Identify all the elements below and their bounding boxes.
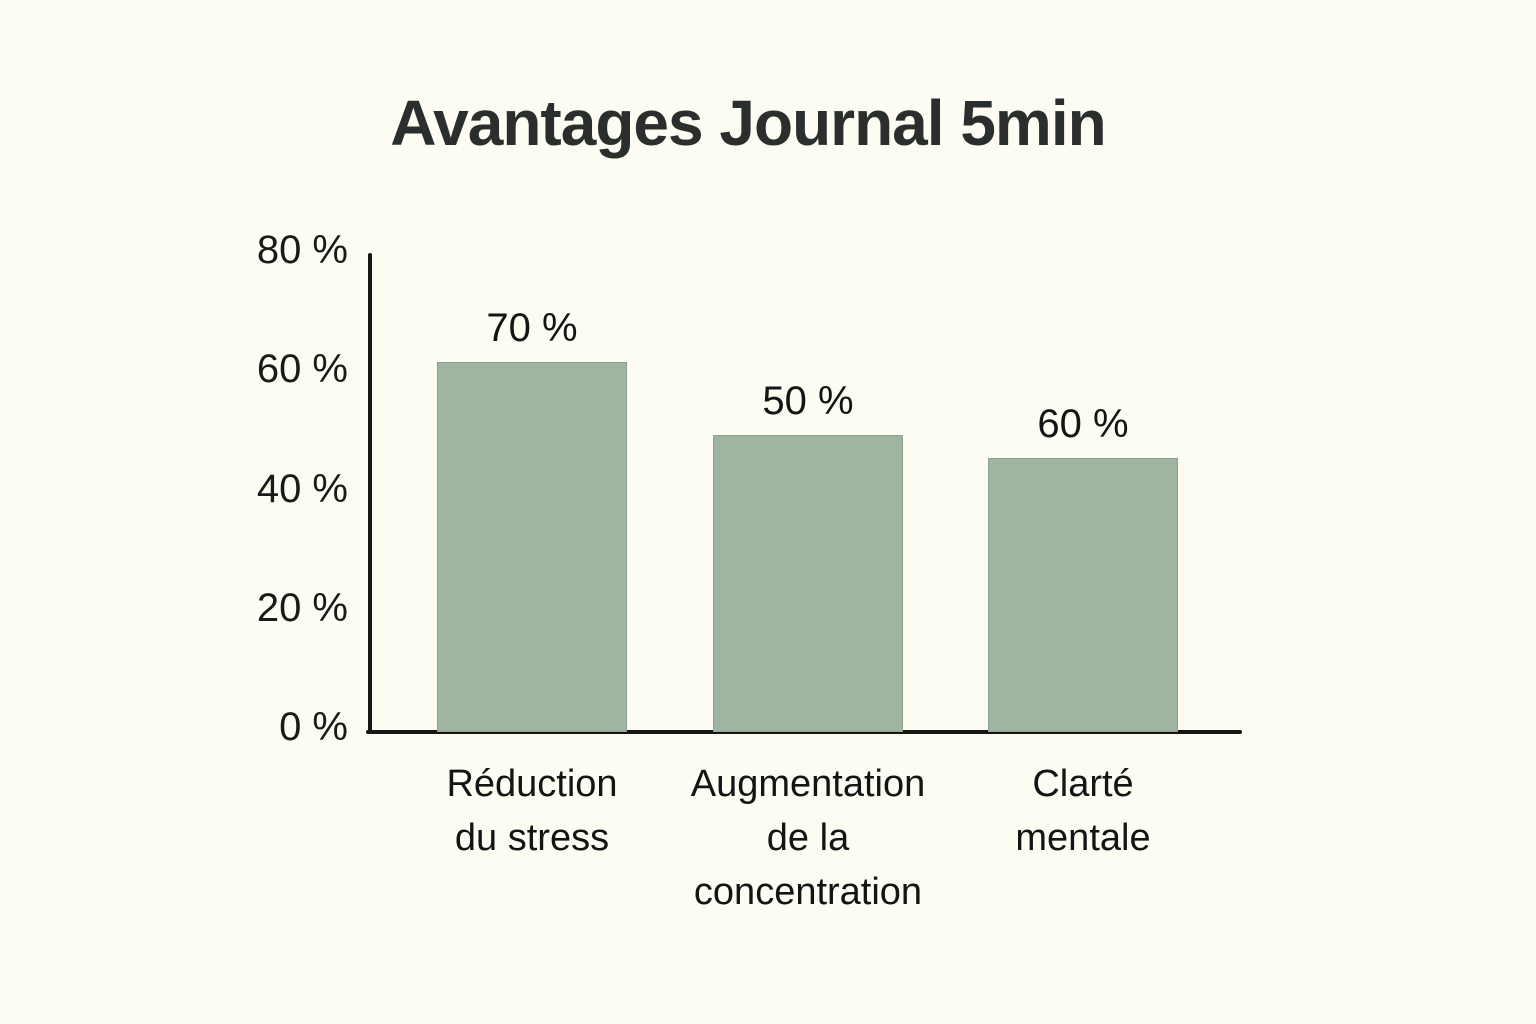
x-category-label: Augmentation de la concentration	[690, 763, 926, 913]
bar-3	[988, 458, 1178, 732]
y-axis-line	[368, 253, 372, 734]
y-tick-label: 80 %	[256, 228, 348, 272]
x-axis-line	[366, 730, 1242, 734]
bar-1	[437, 362, 627, 732]
bar-value-label: 70 %	[486, 306, 578, 350]
chart-title: Avantages Journal 5min	[390, 87, 1106, 159]
y-tick-label: 60 %	[256, 347, 348, 392]
y-tick-label: 40 %	[256, 466, 348, 511]
bar-value-label: 50 %	[762, 379, 854, 423]
x-category-label: Réduction du stress	[446, 763, 618, 859]
bar-value-label: 60 %	[1037, 402, 1129, 446]
y-tick-label: 20 %	[256, 585, 348, 630]
y-tick-label: 0 %	[279, 705, 348, 749]
bar-2	[713, 435, 903, 732]
x-category-label: Clarté mentale	[1015, 763, 1151, 859]
